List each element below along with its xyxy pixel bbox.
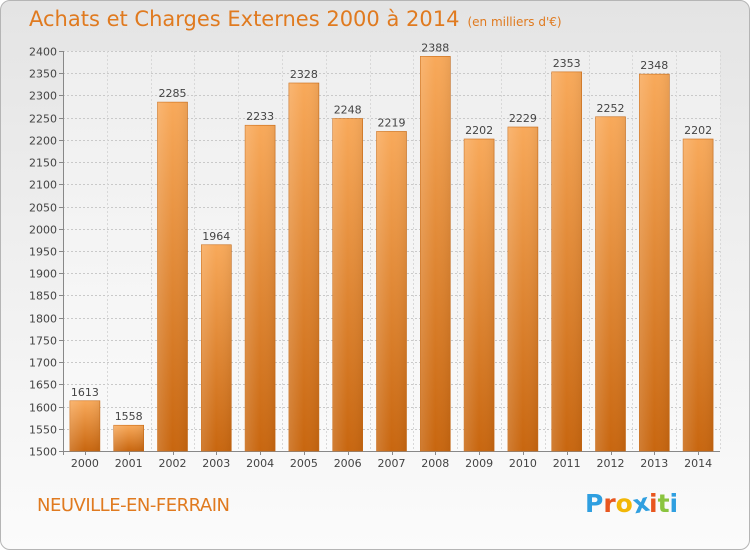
x-tick-label: 2012 bbox=[597, 457, 625, 470]
data-label: 2328 bbox=[290, 68, 318, 81]
city-name: NEUVILLE-EN-FERRAIN bbox=[37, 495, 230, 516]
y-tick-label: 1700 bbox=[29, 357, 57, 370]
y-tick-label: 2150 bbox=[29, 157, 57, 170]
proxiti-logo: Proxiti bbox=[585, 488, 679, 520]
x-tick-label: 2010 bbox=[509, 457, 537, 470]
x-tick-label: 2007 bbox=[378, 457, 406, 470]
x-tick-label: 2013 bbox=[640, 457, 668, 470]
y-tick-label: 1900 bbox=[29, 268, 57, 281]
logo-letter: i bbox=[649, 489, 658, 518]
bar-shine bbox=[332, 118, 363, 452]
y-tick-label: 2250 bbox=[29, 113, 57, 126]
bar-shine bbox=[69, 400, 100, 451]
data-label: 2233 bbox=[246, 110, 274, 123]
logo-letter: r bbox=[603, 489, 616, 518]
data-label: 2248 bbox=[334, 104, 362, 117]
x-tick-label: 2001 bbox=[115, 457, 143, 470]
data-label: 2229 bbox=[509, 112, 537, 125]
y-tick-label: 2350 bbox=[29, 68, 57, 81]
bar-shine bbox=[595, 116, 626, 452]
data-label: 2202 bbox=[465, 124, 493, 137]
data-label: 2388 bbox=[421, 41, 449, 54]
data-labels: 1613 1558 2285 1964 2233 2328 2248 2219 2388 2202… bbox=[71, 41, 712, 423]
bar-shine bbox=[113, 425, 144, 451]
data-label: 1558 bbox=[115, 410, 143, 423]
y-tick-label: 1750 bbox=[29, 335, 57, 348]
y-tick-label: 1800 bbox=[29, 313, 57, 326]
x-tick-label: 2009 bbox=[465, 457, 493, 470]
logo-letter: o bbox=[615, 489, 633, 518]
bar-shine bbox=[376, 131, 407, 451]
y-tick-label: 1600 bbox=[29, 402, 57, 415]
bar-shine bbox=[245, 125, 276, 451]
bar-shine bbox=[683, 139, 714, 451]
y-tick-label: 2400 bbox=[29, 46, 57, 59]
data-label: 2219 bbox=[378, 116, 406, 129]
y-tick-label: 1850 bbox=[29, 290, 57, 303]
data-label: 1613 bbox=[71, 386, 99, 399]
x-tick-label: 2005 bbox=[290, 457, 318, 470]
y-tick-label: 2300 bbox=[29, 90, 57, 103]
axes: 1500 1550 1600 1650 1700 1750 1800 1850 1900 1950… bbox=[29, 46, 720, 470]
y-tick-label: 2000 bbox=[29, 224, 57, 237]
x-tick-label: 2008 bbox=[421, 457, 449, 470]
bar-shine bbox=[551, 71, 582, 451]
chart-title-text: Achats et Charges Externes 2000 à 2014 bbox=[29, 7, 460, 31]
data-label: 2348 bbox=[640, 59, 668, 72]
bar-shine bbox=[507, 127, 538, 451]
bar-shine bbox=[288, 83, 319, 451]
x-tick-label: 2003 bbox=[202, 457, 230, 470]
data-label: 2285 bbox=[159, 87, 187, 100]
data-label: 2353 bbox=[553, 57, 581, 70]
bars bbox=[69, 56, 714, 452]
x-tick-label: 2000 bbox=[71, 457, 99, 470]
bar-shine bbox=[201, 244, 232, 451]
y-tick-label: 1950 bbox=[29, 246, 57, 259]
data-label: 2202 bbox=[684, 124, 712, 137]
chart-title: Achats et Charges Externes 2000 à 2014 (e… bbox=[29, 7, 562, 31]
x-tick-label: 2011 bbox=[553, 457, 581, 470]
bar-shine bbox=[464, 139, 495, 451]
y-tick-label: 2050 bbox=[29, 202, 57, 215]
logo-letter: P bbox=[585, 489, 604, 518]
chart-unit: (en milliers d'€) bbox=[467, 15, 562, 29]
y-tick-label: 2200 bbox=[29, 135, 57, 148]
x-tick-label: 2014 bbox=[684, 457, 712, 470]
bar-shine bbox=[639, 74, 670, 451]
x-tick-label: 2004 bbox=[246, 457, 274, 470]
x-tick-label: 2006 bbox=[334, 457, 362, 470]
logo-letter: i bbox=[669, 489, 679, 518]
bar-shine bbox=[420, 56, 451, 451]
data-label: 1964 bbox=[202, 230, 230, 243]
y-tick-label: 1550 bbox=[29, 424, 57, 437]
logo-letter: t bbox=[657, 489, 670, 518]
bar-shine bbox=[157, 102, 188, 451]
data-label: 2252 bbox=[597, 102, 625, 115]
y-tick-label: 2100 bbox=[29, 179, 57, 192]
x-tick-label: 2002 bbox=[159, 457, 187, 470]
y-tick-label: 1650 bbox=[29, 379, 57, 392]
y-tick-label: 1500 bbox=[29, 446, 57, 459]
